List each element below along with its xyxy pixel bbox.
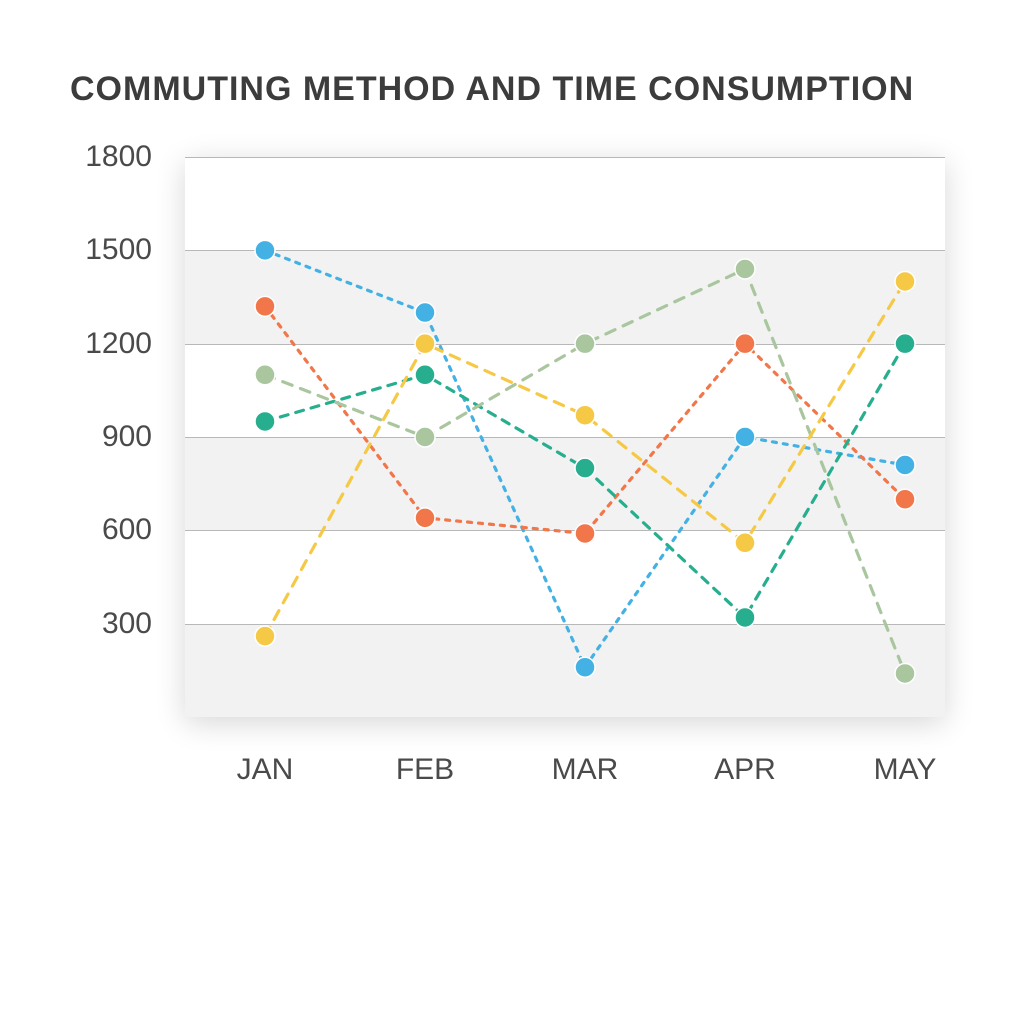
series-marker-sage [735,259,755,279]
series-marker-yellow [255,626,275,646]
series-marker-yellow [735,533,755,553]
y-tick-label: 1200 [85,327,152,361]
x-tick-label: APR [714,753,776,787]
series-marker-orange [575,523,595,543]
series-marker-teal [575,458,595,478]
series-marker-sage [415,427,435,447]
series-marker-blue [735,427,755,447]
series-marker-orange [735,334,755,354]
x-tick-label: MAR [552,753,619,787]
series-marker-orange [255,296,275,316]
series-marker-sage [895,663,915,683]
series-marker-blue [415,303,435,323]
series-marker-teal [735,607,755,627]
y-tick-label: 1500 [85,233,152,267]
x-tick-label: FEB [396,753,454,787]
y-tick-label: 1800 [85,140,152,174]
series-marker-blue [255,240,275,260]
y-tick-label: 600 [102,513,152,547]
y-tick-label: 300 [102,607,152,641]
series-marker-orange [895,489,915,509]
x-tick-label: JAN [237,753,294,787]
series-marker-sage [575,334,595,354]
series-marker-teal [895,334,915,354]
series-marker-yellow [895,271,915,291]
series-marker-blue [895,455,915,475]
y-tick-label: 900 [102,420,152,454]
y-axis: 300600900120015001800 [80,157,170,717]
chart-title: COMMUTING METHOD AND TIME CONSUMPTION [50,70,960,109]
x-tick-label: MAY [874,753,937,787]
series-marker-yellow [575,405,595,425]
chart-container: 300600900120015001800 JANFEBMARAPRMAY [80,157,950,797]
series-marker-yellow [415,334,435,354]
chart-svg [185,157,945,717]
x-axis: JAN FEB MAR APR MAY [185,737,945,797]
series-marker-orange [415,508,435,528]
series-line-teal [265,344,905,618]
series-marker-sage [255,365,275,385]
series-marker-teal [415,365,435,385]
plot-area [185,157,945,717]
series-marker-blue [575,657,595,677]
series-marker-teal [255,411,275,431]
